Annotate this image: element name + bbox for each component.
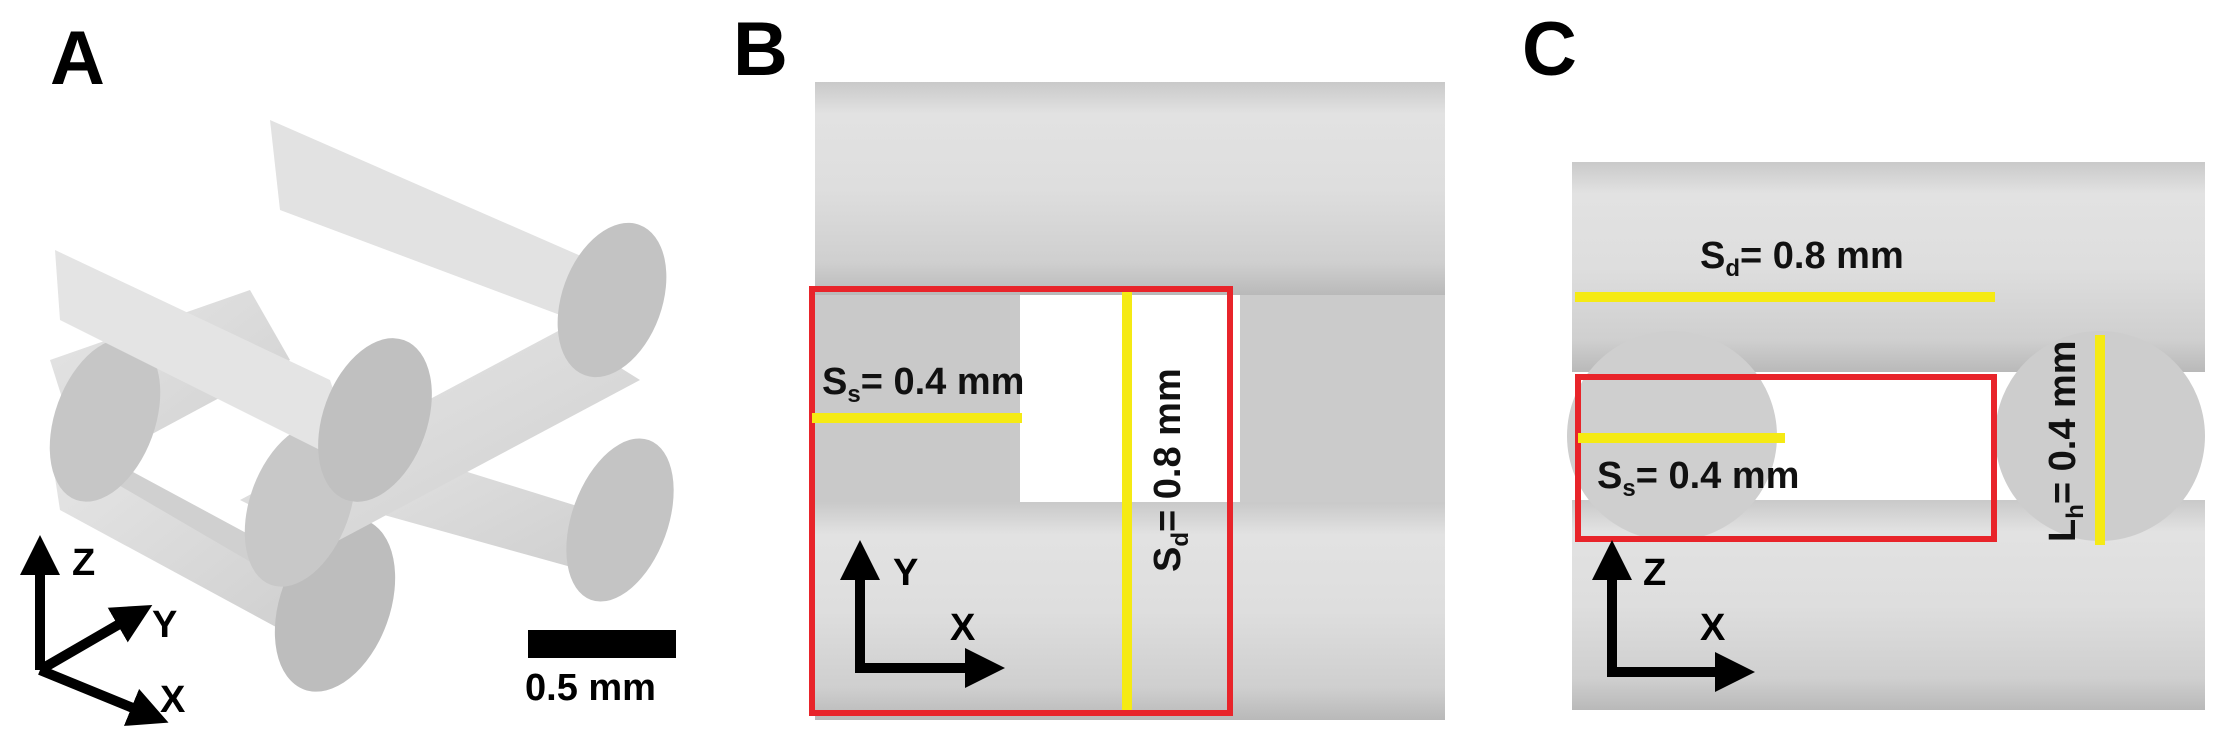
ss-dimension-label-c: Ss= 0.4 mm <box>1597 455 1799 502</box>
axis-label-z-c: Z <box>1643 552 1666 594</box>
axes-triad-c <box>1592 540 1755 692</box>
cylinder-gap-right <box>1240 295 1445 502</box>
scale-bar <box>528 630 676 658</box>
axes-triad-a <box>20 535 169 726</box>
ss-dimension-label: Ss= 0.4 mm <box>822 361 1024 408</box>
axis-label-y-b: Y <box>893 552 918 594</box>
cylinder-upper-back-end <box>557 222 667 378</box>
panel-a-letter: A <box>50 16 105 101</box>
cylinder-gap-left <box>815 295 1020 502</box>
panel-c: C Sd= 0.8 mm Ss= 0.4 mm Lh= 0.4 mm Z X <box>1522 7 2205 710</box>
axis-label-y: Y <box>152 604 177 646</box>
cylinder-lower-left <box>50 445 300 640</box>
cylinder-lower-right-end <box>566 438 674 602</box>
axis-label-z: Z <box>72 542 95 584</box>
lh-dimension-label: Lh= 0.4 mm <box>2042 340 2089 542</box>
cylinder-upper-front <box>55 250 360 470</box>
sd-dimension-label-c: Sd= 0.8 mm <box>1700 235 1904 282</box>
cylinder-top-horizontal <box>815 82 1445 295</box>
sd-dimension-label: Sd= 0.8 mm <box>1147 368 1194 572</box>
cylinder-upper-back <box>270 120 600 330</box>
unit-cell-highlight-box <box>809 286 1233 716</box>
x-axis-arrow <box>38 665 169 726</box>
panel-b: B Ss= 0.4 mm Sd= 0.8 mm Y X <box>733 7 1445 720</box>
panel-b-letter: B <box>733 7 788 92</box>
cylinder-upper-front-end <box>318 338 432 502</box>
unit-cell-highlight-box-c <box>1575 374 1997 542</box>
axis-label-x: X <box>160 679 186 721</box>
panel-c-letter: C <box>1522 7 1577 92</box>
y-axis-arrow <box>37 604 153 675</box>
scale-bar-label: 0.5 mm <box>525 667 656 709</box>
axis-label-x-b: X <box>950 607 976 649</box>
axis-label-x-c: X <box>1700 607 1726 649</box>
lattice-3d-render <box>49 120 674 692</box>
panel-a: A Z Y X 0.5 m <box>20 16 676 726</box>
pore-gap-c <box>1772 372 1985 500</box>
cylinder-middle-left-end <box>49 338 161 502</box>
axes-triad-b <box>840 540 1005 688</box>
